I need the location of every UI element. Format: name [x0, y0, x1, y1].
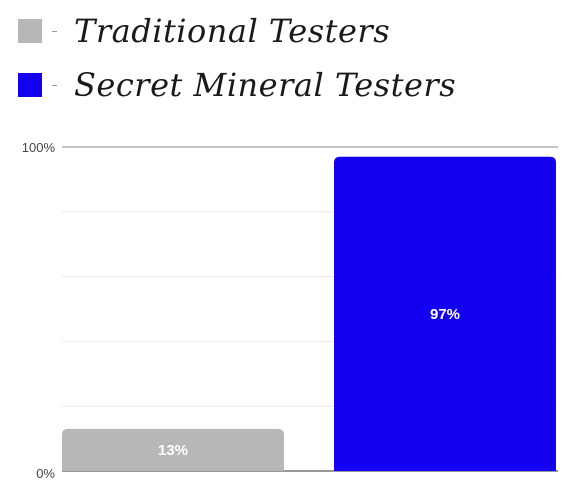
bars: [62, 156, 556, 471]
legend-dash: [52, 30, 57, 32]
y-tick-label-0: 0%: [36, 466, 55, 481]
data-labels: 13% 97%: [158, 306, 460, 459]
bar-traditional-testers: [62, 428, 284, 471]
y-axis: 100% 0%: [22, 140, 56, 481]
legend-item-traditional-testers: Traditional Testers: [18, 11, 390, 51]
legend-dash: [52, 84, 57, 86]
y-tick-label-100: 100%: [22, 140, 56, 155]
legend-label-traditional-testers: Traditional Testers: [74, 12, 391, 50]
data-label-traditional-testers: 13%: [158, 442, 188, 459]
legend-swatch-traditional-testers: [18, 19, 42, 43]
legend-label-secret-mineral-testers: Secret Mineral Testers: [74, 66, 457, 104]
bar-secret-mineral-testers: [334, 156, 556, 471]
legend-item-secret-mineral-testers: Secret Mineral Testers: [18, 65, 456, 105]
legend-swatch-secret-mineral-testers: [18, 73, 42, 97]
data-label-secret-mineral-testers: 97%: [430, 306, 460, 323]
